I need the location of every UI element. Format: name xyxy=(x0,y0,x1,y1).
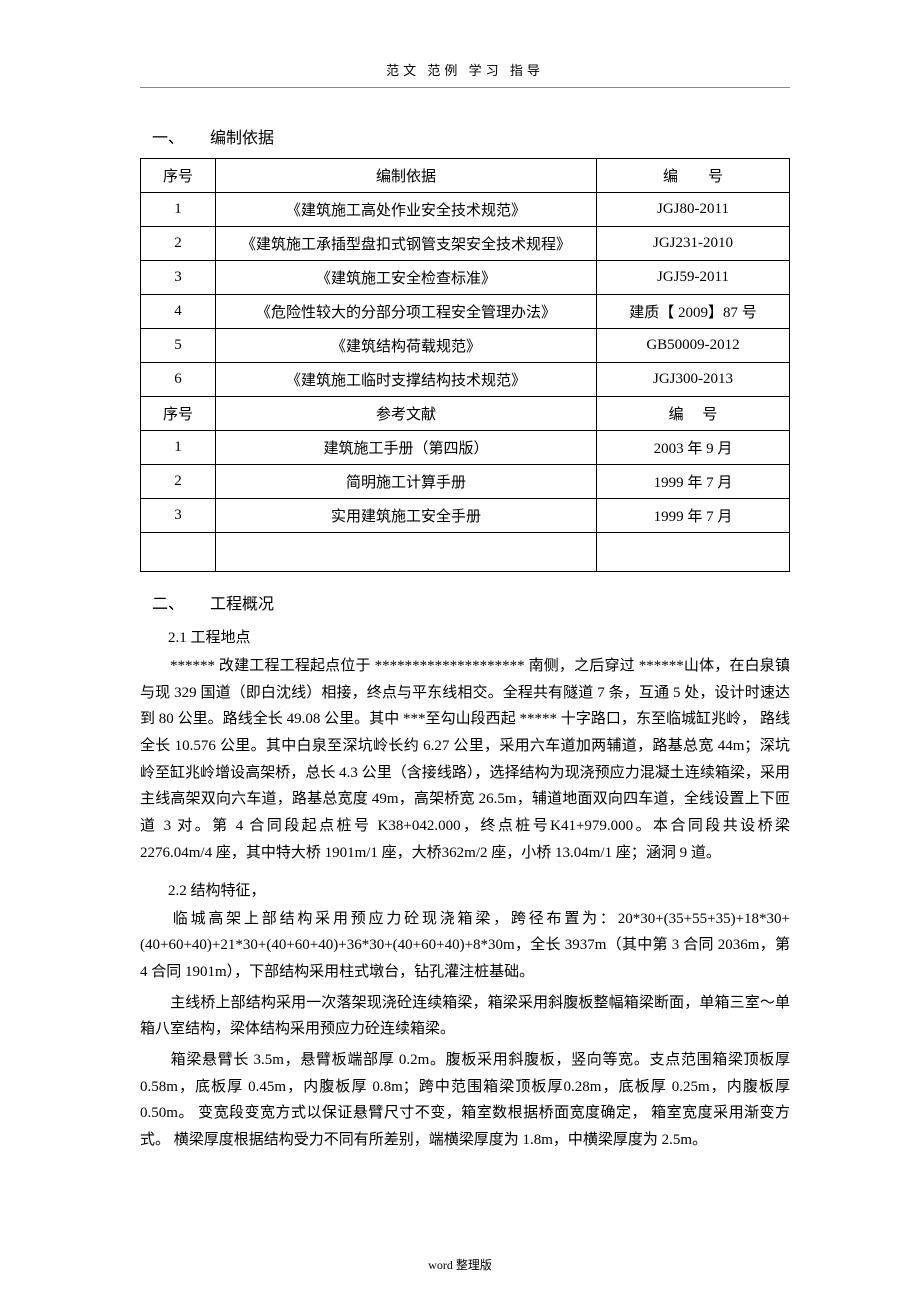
cell-basis: 实用建筑施工安全手册 xyxy=(216,499,597,533)
cell-code: GB50009-2012 xyxy=(597,329,790,363)
cell-code: JGJ300-2013 xyxy=(597,363,790,397)
table-row: 2 《建筑施工承插型盘扣式钢管支架安全技术规程》 JGJ231-2010 xyxy=(141,227,790,261)
cell-seq: 1 xyxy=(141,431,216,465)
cell-code: JGJ231-2010 xyxy=(597,227,790,261)
cell-code: JGJ80-2011 xyxy=(597,193,790,227)
subsection-2-2-title: 2.2 结构特征， xyxy=(168,879,790,900)
table-row: 6 《建筑施工临时支撑结构技术规范》 JGJ300-2013 xyxy=(141,363,790,397)
cell-seq: 2 xyxy=(141,227,216,261)
paragraph-2-2a-text: 临城高架上部结构采用预应力砼现浇箱梁，跨径布置为：20*30+(35+55+35… xyxy=(140,911,790,980)
cell-code: 建质【 2009】87 号 xyxy=(597,295,790,329)
empty-cell xyxy=(216,533,597,572)
section-1-title: 一、 编制依据 xyxy=(152,124,790,148)
cell-seq: 3 xyxy=(141,261,216,295)
table-empty-row xyxy=(141,533,790,572)
page-footer: word 整理版 xyxy=(0,1256,920,1273)
page-header: 范文 范例 学习 指导 xyxy=(140,60,790,88)
paragraph-2-2b: 主线桥上部结构采用一次落架现浇砼连续箱梁，箱梁采用斜腹板整幅箱梁断面，单箱三室～… xyxy=(140,990,790,1043)
basis-table: 序号 编制依据 编 号 1 《建筑施工高处作业安全技术规范》 JGJ80-201… xyxy=(140,158,790,572)
cell-basis: 简明施工计算手册 xyxy=(216,465,597,499)
cell-code: 1999 年 7 月 xyxy=(597,465,790,499)
table-row: 4 《危险性较大的分部分项工程安全管理办法》 建质【 2009】87 号 xyxy=(141,295,790,329)
section-2-num: 二、 xyxy=(152,590,184,614)
th2-code-a: 编 xyxy=(669,407,684,423)
cell-basis: 《建筑施工高处作业安全技术规范》 xyxy=(216,193,597,227)
cell-basis: 《建筑结构荷载规范》 xyxy=(216,329,597,363)
cell-seq: 5 xyxy=(141,329,216,363)
cell-seq: 4 xyxy=(141,295,216,329)
cell-basis: 建筑施工手册（第四版） xyxy=(216,431,597,465)
table-header-row: 序号 编制依据 编 号 xyxy=(141,159,790,193)
paragraph-2-2b-text: 主线桥上部结构采用一次落架现浇砼连续箱梁，箱梁采用斜腹板整幅箱梁断面，单箱三室～… xyxy=(140,995,790,1038)
table-row: 3 《建筑施工安全检查标准》 JGJ59-2011 xyxy=(141,261,790,295)
paragraph-2-2c-text: 箱梁悬臂长 3.5m，悬臂板端部厚 0.2m。腹板采用斜腹板，竖向等宽。支点范围… xyxy=(140,1052,790,1148)
section-2-text: 工程概况 xyxy=(210,596,274,613)
cell-basis: 《危险性较大的分部分项工程安全管理办法》 xyxy=(216,295,597,329)
table-row: 3 实用建筑施工安全手册 1999 年 7 月 xyxy=(141,499,790,533)
table-header-row-2: 序号 参考文献 编 号 xyxy=(141,397,790,431)
empty-cell xyxy=(141,533,216,572)
th2-code: 编 号 xyxy=(597,397,790,431)
cell-code: 1999 年 7 月 xyxy=(597,499,790,533)
table-row: 5 《建筑结构荷载规范》 GB50009-2012 xyxy=(141,329,790,363)
cell-basis: 《建筑施工承插型盘扣式钢管支架安全技术规程》 xyxy=(216,227,597,261)
th-seq: 序号 xyxy=(141,159,216,193)
paragraph-2-1-text: ****** 改建工程工程起点位于 ******************** 南… xyxy=(140,658,790,861)
th-code: 编 号 xyxy=(597,159,790,193)
paragraph-2-2a: 临城高架上部结构采用预应力砼现浇箱梁，跨径布置为：20*30+(35+55+35… xyxy=(140,906,790,986)
cell-code: 2003 年 9 月 xyxy=(597,431,790,465)
section-1-num: 一、 xyxy=(152,124,184,148)
cell-seq: 3 xyxy=(141,499,216,533)
section-2-title: 二、 工程概况 xyxy=(152,590,790,614)
cell-seq: 1 xyxy=(141,193,216,227)
cell-code: JGJ59-2011 xyxy=(597,261,790,295)
table-row: 2 简明施工计算手册 1999 年 7 月 xyxy=(141,465,790,499)
th-code-b: 号 xyxy=(708,169,723,185)
paragraph-2-1: ****** 改建工程工程起点位于 ******************** 南… xyxy=(140,653,790,867)
th-code-a: 编 xyxy=(663,169,678,185)
paragraph-2-2c: 箱梁悬臂长 3.5m，悬臂板端部厚 0.2m。腹板采用斜腹板，竖向等宽。支点范围… xyxy=(140,1047,790,1154)
th2-code-b: 号 xyxy=(702,407,717,423)
th2-basis: 参考文献 xyxy=(216,397,597,431)
cell-basis: 《建筑施工安全检查标准》 xyxy=(216,261,597,295)
table-row: 1 《建筑施工高处作业安全技术规范》 JGJ80-2011 xyxy=(141,193,790,227)
th2-seq: 序号 xyxy=(141,397,216,431)
empty-cell xyxy=(597,533,790,572)
table-row: 1 建筑施工手册（第四版） 2003 年 9 月 xyxy=(141,431,790,465)
cell-seq: 6 xyxy=(141,363,216,397)
section-1-text: 编制依据 xyxy=(210,130,274,147)
cell-seq: 2 xyxy=(141,465,216,499)
subsection-2-1-title: 2.1 工程地点 xyxy=(168,626,790,647)
page: 范文 范例 学习 指导 一、编制依据 序号 编制依据 编 号 1 《建筑施工高处… xyxy=(0,0,920,1303)
cell-basis: 《建筑施工临时支撑结构技术规范》 xyxy=(216,363,597,397)
th-basis: 编制依据 xyxy=(216,159,597,193)
